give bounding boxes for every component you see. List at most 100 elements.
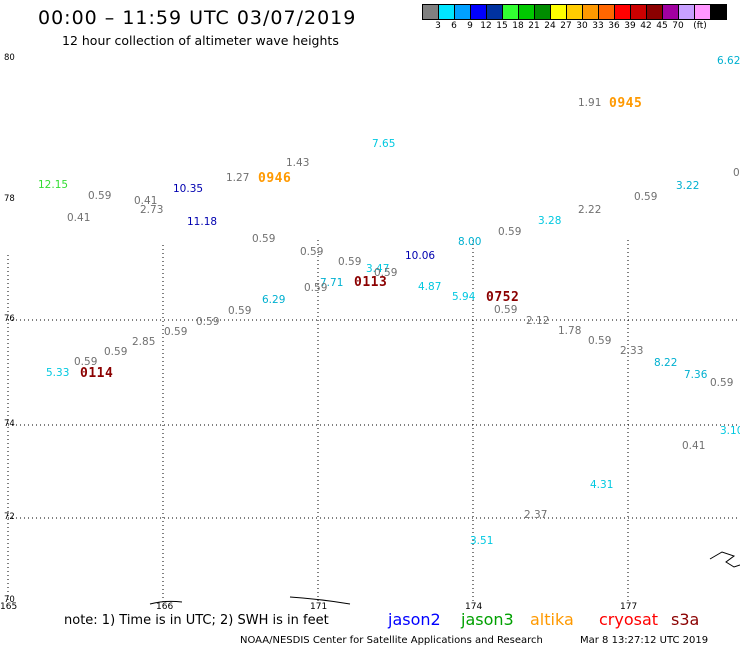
coastline-segment [149,600,183,605]
wave-height-value: 0.59 [104,346,127,358]
legend-swatch [646,4,662,20]
pass-time-tag: 0114 [80,366,113,381]
wave-height-value: 0.59 [164,326,187,338]
longitude-label: 174 [465,602,482,612]
wave-height-value: 1.91 [578,97,601,109]
legend-swatch [566,4,582,20]
legend-label: 21 [528,21,540,31]
wave-height-value: 2.33 [620,345,643,357]
wave-height-value: 1.27 [226,172,249,184]
longitude-label: 165 [0,602,17,612]
longitude-label: 171 [310,602,327,612]
legend-label: 3 [435,21,441,31]
legend-swatch [662,4,678,20]
legend-label: 12 [480,21,492,31]
wave-height-value: 0.59 [88,190,111,202]
legend-swatch [614,4,630,20]
wave-height-value: 2.73 [140,204,163,216]
wave-height-legend: 3 6 9 12 15 18 21 24 27 30 33 36 39 42 45 70 (ft) [422,4,730,34]
wave-height-value: 4.31 [590,479,613,491]
wave-height-value: 3.51 [470,535,493,547]
wave-height-value: 12.15 [38,179,68,191]
legend-swatch [486,4,502,20]
legend-swatch [598,4,614,20]
wave-height-value: 5.94 [452,291,476,303]
wave-height-value: 0.59 [338,256,361,268]
wave-height-value: 0.59 [588,335,611,347]
wave-height-value: 8.00 [458,236,481,248]
footer-note: note: 1) Time is in UTC; 2) SWH is in fe… [64,613,329,628]
legend-swatch [470,4,486,20]
wave-height-value: 3.47 [366,263,389,275]
legend-swatch [582,4,598,20]
map-title: 00:00 – 11:59 UTC 03/07/2019 [38,7,357,29]
legend-label: 24 [544,21,556,31]
latitude-label: 72 [4,512,15,522]
mission-jason3: jason3 [461,610,514,629]
pass-time-tag: 0946 [258,171,291,186]
wave-height-value: 3.22 [676,180,699,192]
wave-height-value: 6.29 [262,294,285,306]
wave-height-value: 7.71 [320,277,343,289]
legend-label: 27 [560,21,572,31]
wave-height-value: 2.22 [578,204,601,216]
wave-height-value: 0.59 [304,282,327,294]
wave-height-value: 0.59 [196,316,219,328]
latitude-label: 80 [4,53,15,63]
legend-swatch [710,4,726,20]
pass-time-tag: 0945 [609,96,642,111]
legend-swatch [534,4,550,20]
wave-height-value: 0.59 [494,304,517,316]
latitude-labels: 80 78 76 74 72 70 [4,53,15,605]
wave-height-value: 10.35 [173,183,203,195]
legend-swatch [502,4,518,20]
wave-height-value: 1.78 [558,325,581,337]
map-subtitle: 12 hour collection of altimeter wave hei… [62,33,339,48]
legend-label: 36 [608,21,620,31]
legend-label: 30 [576,21,588,31]
wave-height-value: 1.43 [286,157,309,169]
wave-height-value: 0.41 [134,195,157,207]
wave-height-value: 0.59 [74,356,97,368]
legend-label: 15 [496,21,508,31]
wave-height-value: 0.59 [374,267,397,279]
legend-swatch [630,4,646,20]
latitude-label: 76 [4,314,15,324]
legend-label: 70 [672,21,684,31]
wave-height-value: 0.59 [634,191,657,203]
latitude-label: 74 [4,419,15,429]
legend-swatch [518,4,534,20]
latitude-label: 78 [4,194,15,204]
wave-height-value: 4.87 [418,281,441,293]
legend-swatch [694,4,710,20]
mission-s3a: s3a [671,610,700,629]
credit-line: NOAA/NESDIS Center for Satellite Applica… [240,635,543,646]
wave-height-value: 3.28 [538,215,561,227]
legend-frame [422,4,727,20]
wave-height-value: 11.18 [187,216,217,228]
latitude-label: 70 [4,595,15,605]
mission-cryosat: cryosat [599,610,659,629]
wave-height-value: 0.59 [228,305,251,317]
wave-height-value: 3.10 [720,425,740,437]
legend-label: 42 [640,21,652,31]
pass-time-tags: 0945 0946 0113 0752 0114 [80,96,642,381]
wave-height-value: 10.06 [405,250,435,262]
wave-height-value: 6.62 [717,55,740,67]
wave-height-value: 7.65 [372,138,395,150]
longitude-label: 166 [156,602,173,612]
legend-swatch [438,4,454,20]
legend-label: 6 [451,21,457,31]
legend-swatch [454,4,470,20]
legend-label: 9 [467,21,473,31]
longitude-labels: 165 166 171 174 177 [0,602,637,612]
pass-time-tag: 0113 [354,275,387,290]
legend-label: 18 [512,21,524,31]
mission-jason2: jason2 [388,610,441,629]
coastline [149,551,740,605]
coastline-segment [289,596,351,605]
wave-height-value: 0.59 [710,377,733,389]
legend-label: (ft) [693,21,707,31]
